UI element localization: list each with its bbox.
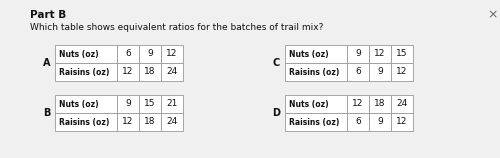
Text: 12: 12 xyxy=(374,49,386,58)
Bar xyxy=(117,113,139,131)
Bar xyxy=(117,95,139,113)
Text: 15: 15 xyxy=(396,49,408,58)
Text: Nuts (oz): Nuts (oz) xyxy=(59,100,98,109)
Bar xyxy=(161,45,183,63)
Text: 9: 9 xyxy=(147,49,153,58)
Bar xyxy=(55,63,117,81)
Bar xyxy=(369,95,391,113)
Text: Nuts (oz): Nuts (oz) xyxy=(289,100,329,109)
Bar xyxy=(347,95,369,113)
Bar xyxy=(55,45,117,63)
Text: 12: 12 xyxy=(122,118,134,127)
Bar xyxy=(161,95,183,113)
Bar xyxy=(347,63,369,81)
Bar xyxy=(391,95,413,113)
Bar xyxy=(117,45,139,63)
Text: 24: 24 xyxy=(396,100,407,109)
Text: 21: 21 xyxy=(166,100,177,109)
Text: ×: × xyxy=(487,8,498,21)
Text: 12: 12 xyxy=(396,67,407,76)
Text: 9: 9 xyxy=(125,100,131,109)
Text: 18: 18 xyxy=(144,67,156,76)
Bar xyxy=(55,95,117,113)
Text: 9: 9 xyxy=(355,49,361,58)
Text: 12: 12 xyxy=(352,100,364,109)
Text: Raisins (oz): Raisins (oz) xyxy=(289,118,340,127)
Bar xyxy=(391,45,413,63)
Text: 6: 6 xyxy=(355,67,361,76)
Bar xyxy=(285,45,347,63)
Text: 24: 24 xyxy=(166,118,177,127)
Bar xyxy=(369,113,391,131)
Bar xyxy=(391,63,413,81)
Text: D: D xyxy=(272,108,280,118)
Text: 6: 6 xyxy=(355,118,361,127)
Bar xyxy=(285,113,347,131)
Text: 12: 12 xyxy=(396,118,407,127)
Bar xyxy=(139,95,161,113)
Text: 6: 6 xyxy=(125,49,131,58)
Text: 18: 18 xyxy=(374,100,386,109)
Text: Raisins (oz): Raisins (oz) xyxy=(59,118,110,127)
Bar xyxy=(161,63,183,81)
Text: 9: 9 xyxy=(377,118,383,127)
Text: A: A xyxy=(42,58,50,68)
Bar xyxy=(347,45,369,63)
Text: B: B xyxy=(42,108,50,118)
Bar xyxy=(347,113,369,131)
Bar xyxy=(139,113,161,131)
Text: Nuts (oz): Nuts (oz) xyxy=(289,49,329,58)
Text: Nuts (oz): Nuts (oz) xyxy=(59,49,98,58)
Text: Raisins (oz): Raisins (oz) xyxy=(289,67,340,76)
Bar xyxy=(285,95,347,113)
Text: 15: 15 xyxy=(144,100,156,109)
Bar xyxy=(55,113,117,131)
Bar xyxy=(139,45,161,63)
Text: 24: 24 xyxy=(166,67,177,76)
Bar xyxy=(161,113,183,131)
Text: Raisins (oz): Raisins (oz) xyxy=(59,67,110,76)
Text: Part B: Part B xyxy=(30,10,66,20)
Bar xyxy=(117,63,139,81)
Text: 9: 9 xyxy=(377,67,383,76)
Text: 12: 12 xyxy=(122,67,134,76)
Bar xyxy=(139,63,161,81)
Bar xyxy=(369,63,391,81)
Text: 12: 12 xyxy=(166,49,177,58)
Bar xyxy=(369,45,391,63)
Text: C: C xyxy=(273,58,280,68)
Bar xyxy=(285,63,347,81)
Text: 18: 18 xyxy=(144,118,156,127)
Bar xyxy=(391,113,413,131)
Text: Which table shows equivalent ratios for the batches of trail mix?: Which table shows equivalent ratios for … xyxy=(30,23,324,32)
